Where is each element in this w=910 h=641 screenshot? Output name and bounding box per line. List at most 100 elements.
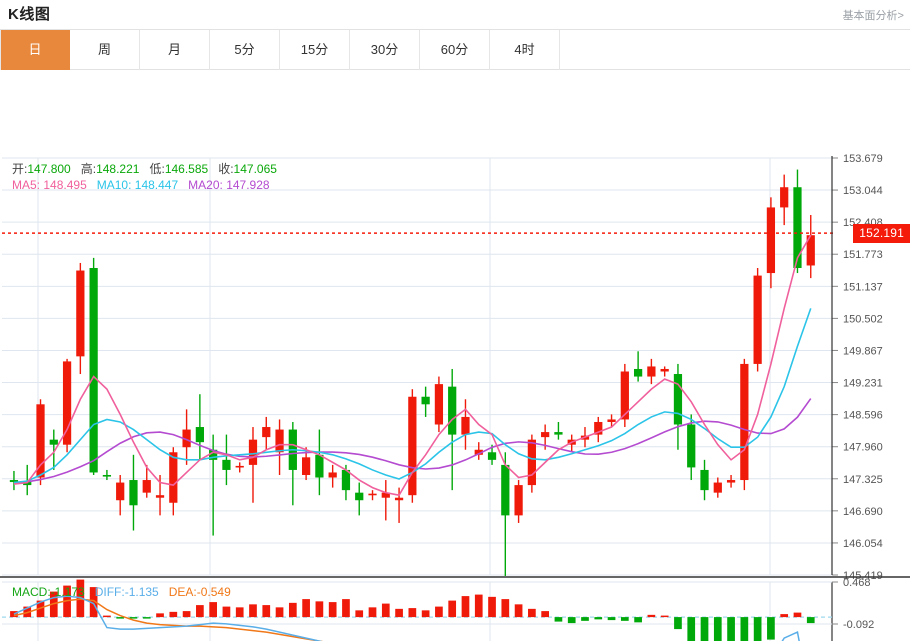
period-tabbar: 日 周 月 5分 15分 30分 60分 4时 [0, 30, 910, 70]
candle-body[interactable] [275, 429, 284, 453]
candle-body[interactable] [315, 454, 324, 478]
candle-body[interactable] [155, 495, 165, 498]
macd-bar [448, 600, 457, 618]
candle-body[interactable] [89, 268, 98, 473]
candle-body[interactable] [381, 492, 390, 498]
candle-body[interactable] [169, 452, 178, 503]
candle-body[interactable] [355, 492, 364, 501]
candle-body[interactable] [182, 429, 191, 448]
price-axis-label: 150.502 [843, 313, 883, 325]
candle-body[interactable] [116, 482, 125, 501]
macd-axis-label: 0.468 [843, 577, 871, 589]
macd-bar [528, 608, 536, 618]
candle-body[interactable] [49, 439, 58, 445]
tab-7[interactable]: 4时 [490, 30, 560, 70]
candle-body[interactable] [76, 270, 85, 357]
candle-body[interactable] [740, 363, 749, 481]
candle-body[interactable] [421, 396, 430, 405]
candle-body[interactable] [222, 459, 231, 470]
macd-bar [461, 596, 470, 618]
fundamental-analysis-link[interactable]: 基本面分析> [842, 10, 904, 22]
candle-body[interactable] [527, 439, 536, 486]
price-axis-label: 146.690 [843, 506, 883, 518]
candle-body[interactable] [726, 480, 736, 483]
tab-0[interactable]: 日 [0, 30, 70, 70]
candle-body[interactable] [647, 366, 656, 377]
tab-label: 4时 [514, 42, 535, 57]
macd-bar [235, 607, 244, 618]
macd-bar [435, 606, 443, 618]
candle-body[interactable] [368, 493, 377, 496]
dea-line [13, 598, 324, 641]
macd-axis-label: -0.092 [843, 619, 874, 631]
macd-bar [89, 587, 98, 618]
candle-body[interactable] [301, 457, 311, 475]
candle-body[interactable] [394, 497, 404, 501]
candle-body[interactable] [102, 474, 112, 477]
chart-area[interactable]: 153.679153.044152.408151.773151.137150.5… [0, 70, 910, 641]
candle-body[interactable] [195, 427, 204, 443]
candle-body[interactable] [700, 469, 709, 491]
candle-body[interactable] [673, 374, 683, 425]
macd-bar [541, 611, 550, 618]
tab-5[interactable]: 30分 [350, 30, 420, 70]
tab-label: 月 [167, 42, 181, 57]
candle-body[interactable] [541, 432, 550, 438]
candle-body[interactable] [554, 432, 563, 435]
candle-body[interactable] [461, 416, 470, 435]
page-title: K线图 [8, 6, 51, 23]
candle-body[interactable] [248, 439, 258, 465]
macd-bar [740, 617, 749, 641]
candle-body[interactable] [9, 480, 19, 483]
macd-bar [767, 617, 775, 640]
price-axis-label: 147.325 [843, 474, 883, 486]
macd-bar [687, 617, 696, 641]
tab-1[interactable]: 周 [70, 30, 140, 70]
candle-body[interactable] [408, 396, 417, 496]
candle-body[interactable] [142, 480, 151, 493]
macd-bar [262, 605, 271, 618]
candle-body[interactable] [129, 480, 138, 506]
candle-body[interactable] [36, 404, 45, 478]
candle-body[interactable] [341, 469, 351, 491]
candle-body[interactable] [713, 482, 722, 493]
candle-body[interactable] [328, 472, 337, 478]
candle-body[interactable] [687, 424, 696, 468]
candle-body[interactable] [660, 368, 669, 372]
diff-line [13, 595, 800, 641]
ma20-line [13, 398, 812, 484]
macd-bar [567, 617, 576, 624]
candle-body[interactable] [235, 465, 244, 468]
macd-bar [660, 615, 669, 618]
candle-body[interactable] [262, 427, 271, 438]
candle-body[interactable] [607, 419, 616, 422]
kline-svg[interactable]: 153.679153.044152.408151.773151.137150.5… [0, 70, 910, 641]
candle-body[interactable] [487, 452, 497, 460]
macd-bar [395, 608, 403, 618]
candle-body[interactable] [753, 275, 762, 364]
tab-4[interactable]: 15分 [280, 30, 350, 70]
tab-6[interactable]: 60分 [420, 30, 490, 70]
macd-bar [488, 596, 496, 618]
tab-2[interactable]: 月 [140, 30, 210, 70]
price-axis-label: 151.773 [843, 249, 883, 261]
candle-body[interactable] [448, 386, 457, 435]
candle-body[interactable] [594, 421, 603, 435]
tab-3[interactable]: 5分 [210, 30, 280, 70]
candle-body[interactable] [62, 361, 72, 445]
candle-body[interactable] [434, 384, 444, 425]
macd-bar [249, 604, 257, 618]
candle-body[interactable] [633, 368, 643, 377]
candle-body[interactable] [514, 485, 523, 516]
candle-body[interactable] [780, 187, 789, 208]
candle-body[interactable] [23, 482, 32, 486]
macd-bar [129, 617, 138, 619]
candle-body[interactable] [620, 371, 629, 420]
candle-body[interactable] [793, 187, 802, 269]
candle-body[interactable] [209, 449, 218, 460]
candle-body[interactable] [766, 207, 776, 274]
price-axis-label: 148.596 [843, 410, 883, 422]
candle-body[interactable] [806, 235, 815, 266]
candle-body[interactable] [501, 464, 510, 516]
candle-body[interactable] [474, 449, 483, 455]
